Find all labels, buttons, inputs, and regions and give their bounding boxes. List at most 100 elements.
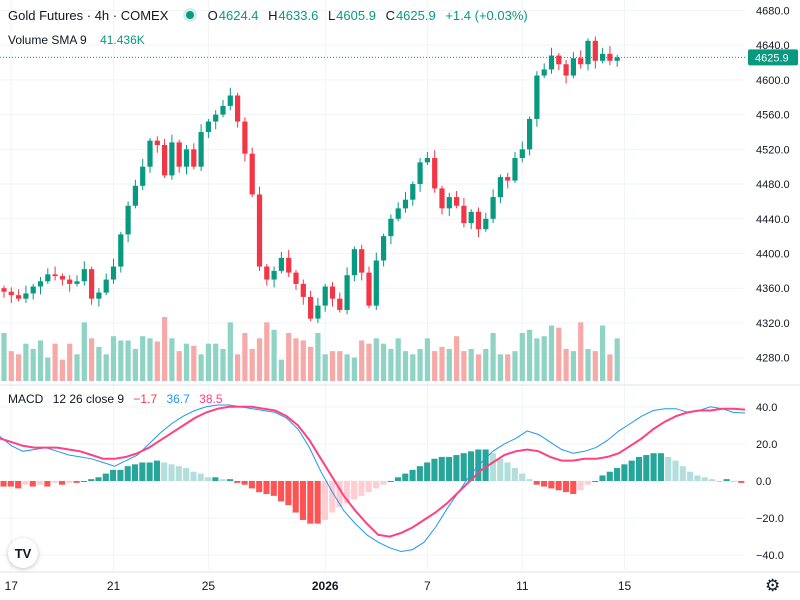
macd-histogram-bar [621, 464, 628, 481]
macd-histogram-bar [336, 481, 343, 507]
volume-bar [373, 338, 379, 381]
volume-bar [322, 354, 328, 381]
settings-gear-icon[interactable]: ⚙ [765, 576, 781, 595]
macd-histogram-bar [730, 481, 737, 482]
candle-body [293, 272, 299, 284]
macd-histogram-bar [7, 481, 14, 487]
symbol-title[interactable]: Gold Futures · 4h · COMEX [8, 8, 169, 23]
macd-histogram-bar [511, 468, 518, 481]
candle-body [140, 166, 146, 186]
macd-histogram-bar [577, 481, 584, 491]
macd-tick-label: 40.0 [756, 402, 777, 414]
macd-histogram-bar [723, 479, 730, 481]
candle-body [308, 296, 314, 319]
macd-histogram-bar [205, 477, 212, 481]
macd-histogram-bar [256, 481, 263, 493]
macd-histogram-bar [285, 481, 292, 506]
macd-histogram-bar [358, 481, 365, 496]
macd-histogram-bar [329, 481, 336, 513]
macd-histogram-bar [438, 456, 445, 481]
macd-name: MACD [8, 392, 44, 406]
time-tick-label: 25 [202, 579, 216, 593]
volume-bar [402, 351, 409, 381]
macd-histogram-bar [687, 471, 694, 481]
candle-body [110, 266, 117, 280]
last-price-badge [748, 49, 798, 66]
candle-body [402, 199, 409, 209]
candle-body [213, 114, 219, 122]
volume-bar [475, 354, 482, 381]
candle-body [103, 279, 109, 293]
volume-bar [541, 336, 547, 381]
candle-body [154, 140, 160, 145]
volume-bar [235, 354, 241, 381]
candle-body [337, 298, 343, 310]
tradingview-logo-icon[interactable]: TV [8, 538, 38, 568]
macd-histogram-bar [657, 453, 664, 481]
candle-body [183, 149, 190, 167]
price-tick-label: 4280.0 [756, 353, 790, 365]
macd-signal-value: 38.5 [199, 392, 223, 406]
candle-body [366, 272, 372, 306]
macd-histogram-bar [278, 481, 285, 502]
volume-bar [213, 343, 219, 381]
macd-histogram-bar [248, 481, 255, 489]
volume-bar [548, 325, 555, 381]
volume-bar [81, 322, 87, 381]
macd-histogram-bar [146, 462, 153, 481]
macd-histogram-bar [351, 481, 358, 500]
candle-body [410, 184, 416, 200]
candle-body [329, 286, 336, 299]
macd-histogram-bar [299, 481, 307, 520]
candle-body [475, 211, 482, 230]
volume-bar [366, 343, 372, 381]
macd-line [0, 404, 746, 553]
volume-bar [410, 354, 416, 381]
volume-bar [344, 354, 350, 381]
volume-bar [600, 325, 606, 381]
macd-histogram-bar [51, 481, 58, 483]
candle-body [16, 295, 22, 299]
volume-bar [432, 351, 438, 381]
candle-body [439, 188, 445, 209]
macd-histogram-bar [37, 481, 44, 485]
macd-histogram-bar [102, 473, 109, 481]
macd-histogram-bar [365, 481, 372, 493]
macd-histogram-bar [110, 469, 117, 481]
candle-body [45, 274, 51, 282]
time-tick-label: 7 [424, 579, 431, 593]
candle-body [344, 275, 350, 310]
candle-body [322, 286, 328, 306]
candle-body [556, 55, 562, 65]
candle-body [8, 291, 14, 296]
volume-bar [592, 351, 598, 381]
candle-body [381, 236, 387, 261]
macd-histogram-bar [190, 471, 197, 481]
volume-bar [220, 349, 226, 381]
volume-bar [191, 345, 197, 381]
volume-bar [527, 329, 533, 381]
volume-bar [256, 338, 263, 381]
price-tick-label: 4600.0 [756, 75, 790, 87]
macd-histogram-bar [533, 481, 540, 485]
candle-body [454, 197, 460, 206]
macd-legend[interactable]: MACD 12 26 close 9 −1.7 36.7 38.5 [8, 392, 223, 406]
macd-histogram-bar [22, 481, 29, 485]
candle-body [519, 149, 525, 159]
candle-body [74, 281, 80, 284]
logo-text: TV [14, 545, 32, 561]
price-tick-label: 4680.0 [756, 5, 790, 17]
volume-bar [59, 359, 65, 381]
candle-body [198, 131, 204, 167]
candle-body [563, 64, 569, 76]
macd-histogram-bar [599, 475, 606, 481]
volume-legend[interactable]: Volume SMA 9 41.436K [8, 33, 145, 47]
volume-bar [556, 327, 562, 381]
volume-bar [578, 322, 584, 381]
close-label: C [385, 8, 395, 23]
macd-params: 12 26 close 9 [52, 392, 125, 406]
volume-bar [293, 338, 299, 381]
candle-body [118, 234, 124, 267]
candle-body [125, 205, 131, 235]
